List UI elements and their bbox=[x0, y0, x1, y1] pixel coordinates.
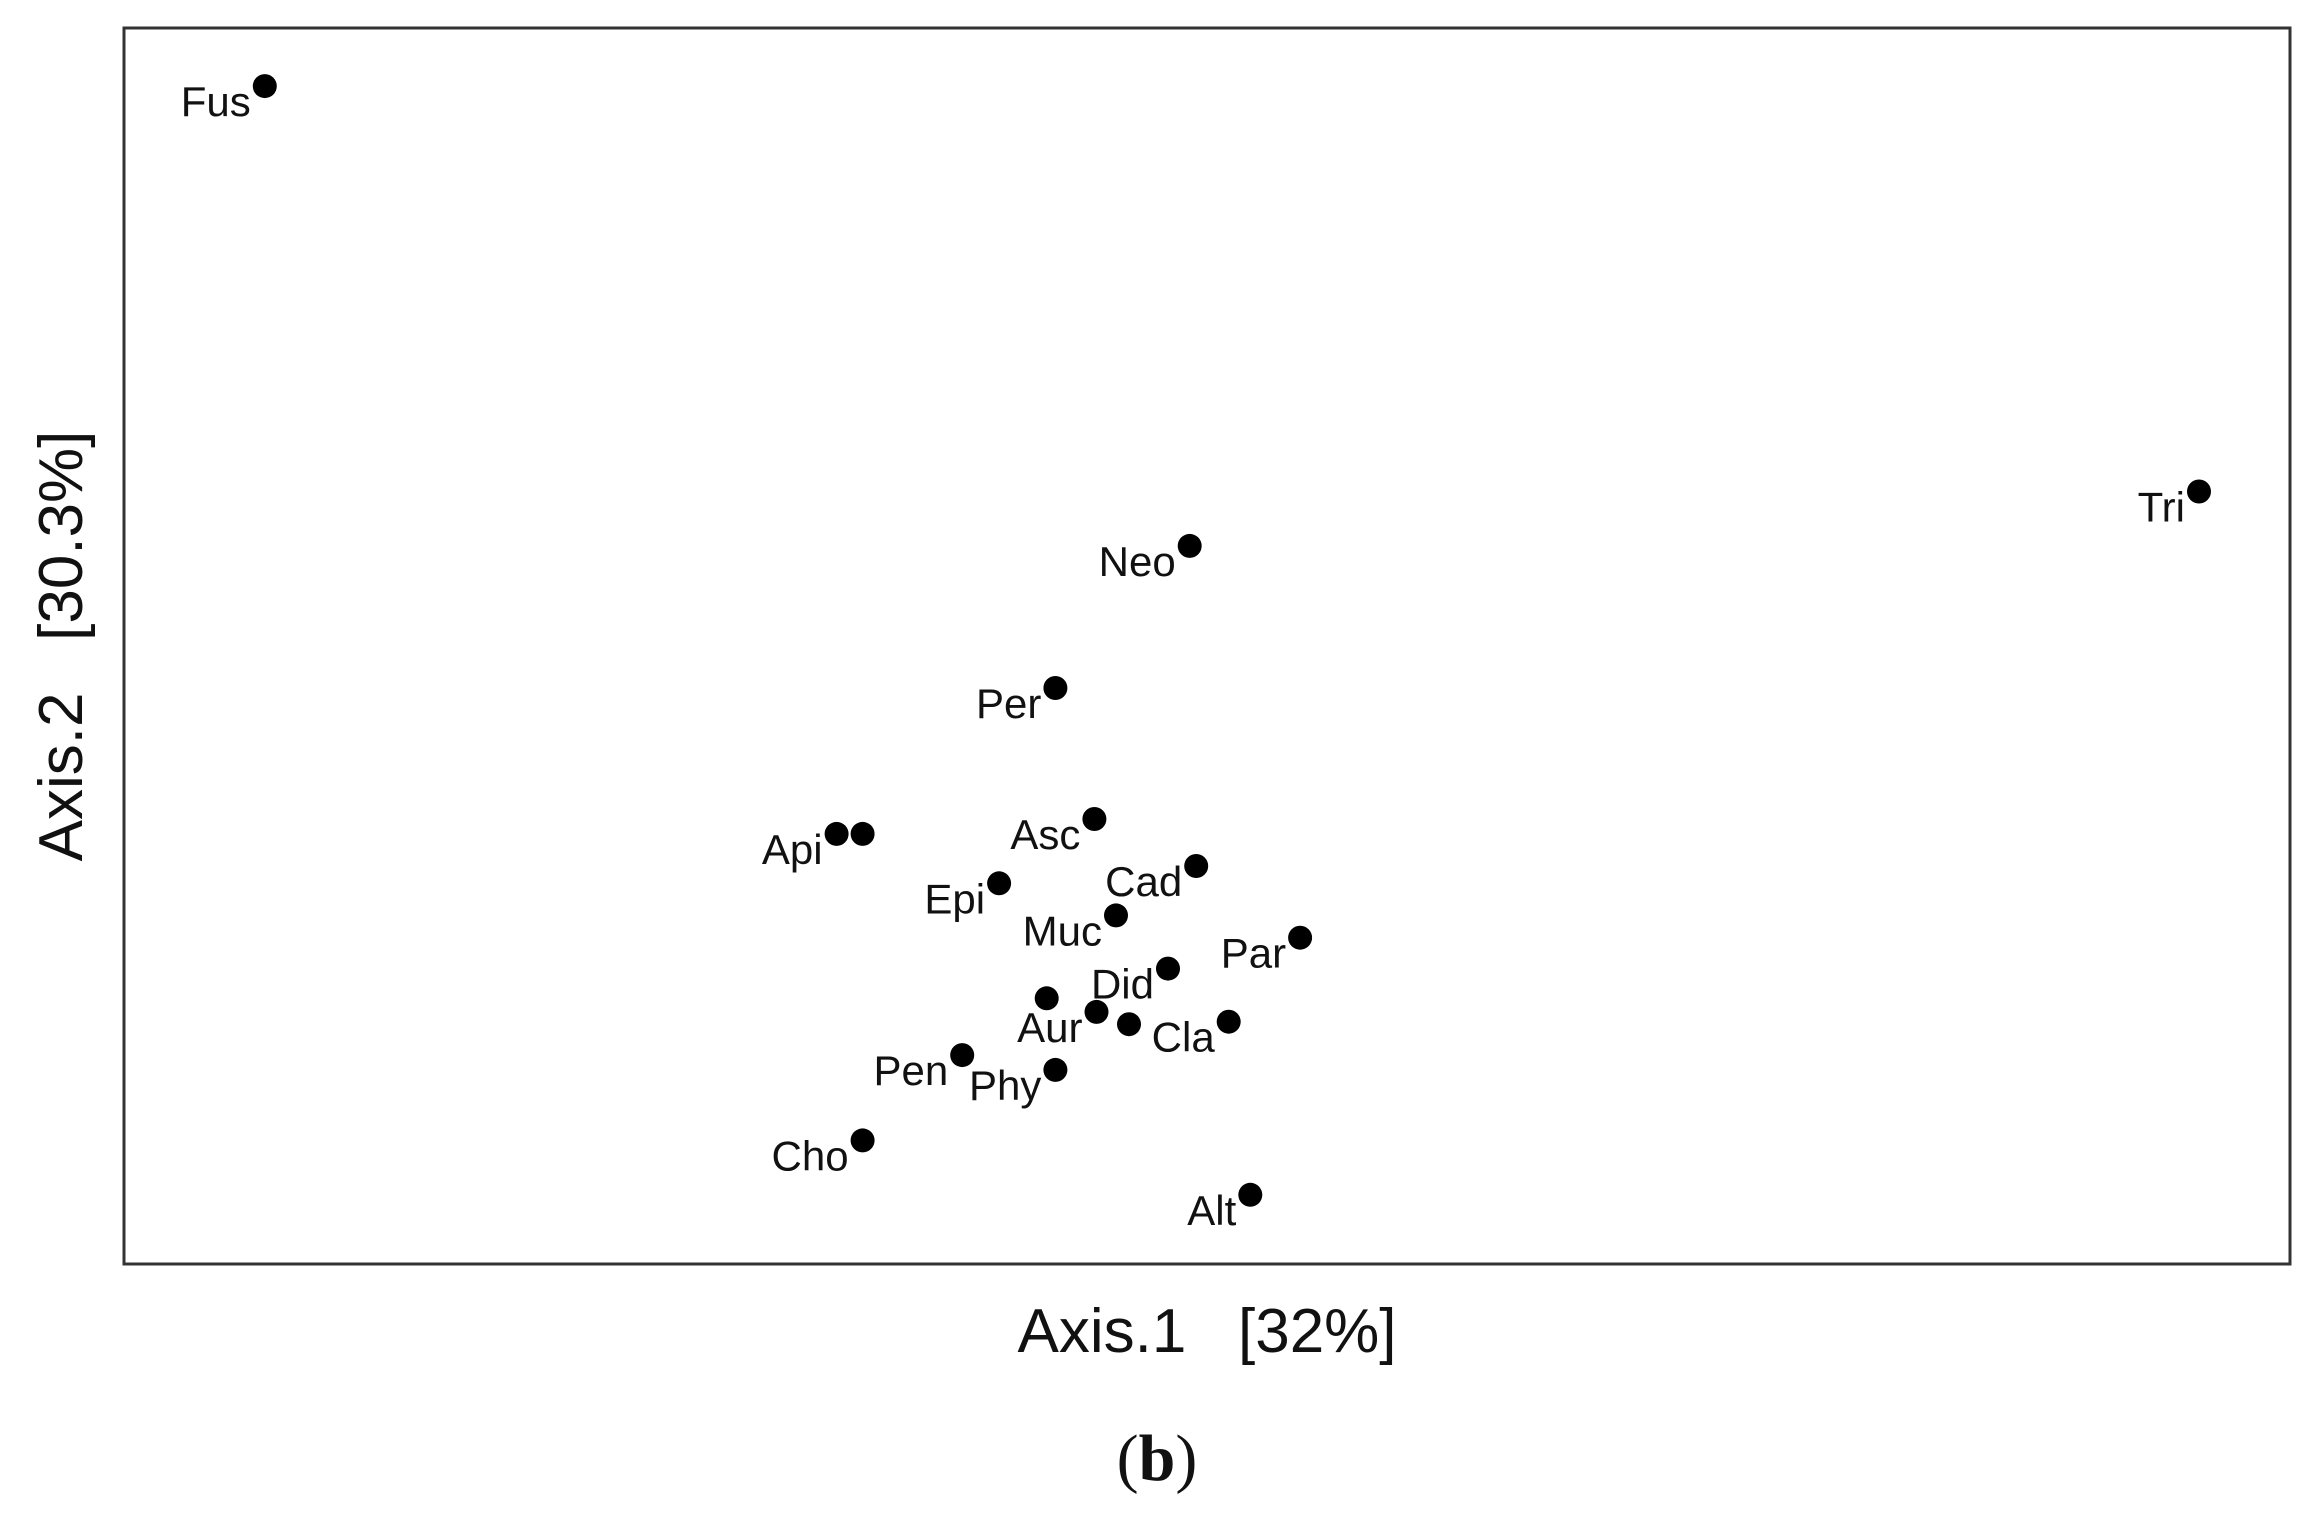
point-label-alt: Alt bbox=[1187, 1187, 1236, 1234]
point-label-neo: Neo bbox=[1099, 538, 1176, 585]
scatter-point-alt bbox=[1238, 1182, 1263, 1207]
scatter-point-pen bbox=[950, 1043, 975, 1068]
scatter-point-per bbox=[1043, 676, 1068, 700]
panel-label: (b) bbox=[1117, 1422, 1198, 1495]
point-label-muc: Muc bbox=[1023, 907, 1102, 954]
scatter-point-12 bbox=[1034, 986, 1059, 1011]
x-axis-title: Axis.1 [32%] bbox=[1017, 1297, 1396, 1366]
scatter-point-phy bbox=[1043, 1057, 1068, 1082]
point-label-epi: Epi bbox=[924, 875, 985, 922]
panel-label-close: ) bbox=[1175, 1422, 1197, 1495]
scatter-point-asc bbox=[1082, 807, 1107, 831]
scatter-point-epi bbox=[987, 871, 1012, 896]
panel-label-open: ( bbox=[1117, 1422, 1139, 1495]
scatter-point-cho bbox=[850, 1128, 875, 1153]
point-label-phy: Phy bbox=[969, 1062, 1041, 1109]
point-label-cad: Cad bbox=[1105, 858, 1182, 905]
point-label-asc: Asc bbox=[1010, 811, 1080, 858]
point-label-api: Api bbox=[762, 826, 823, 873]
scatter-point-neo bbox=[1177, 533, 1202, 558]
scatter-point-did bbox=[1156, 956, 1180, 981]
point-label-aur: Aur bbox=[1017, 1004, 1082, 1051]
scatter-point-tri bbox=[2187, 479, 2211, 504]
scatter-point-api bbox=[824, 821, 849, 846]
point-label-fus: Fus bbox=[181, 78, 251, 125]
scatter-point-muc bbox=[1104, 903, 1128, 928]
scatter-point-fus bbox=[252, 74, 277, 99]
panel-label-letter: b bbox=[1139, 1422, 1176, 1495]
plot-frame bbox=[122, 26, 2292, 1266]
scatter-point-6 bbox=[850, 821, 875, 846]
point-label-tri: Tri bbox=[2138, 484, 2185, 531]
scatter-point-par bbox=[1288, 925, 1313, 950]
point-label-pen: Pen bbox=[873, 1047, 948, 1094]
scatter-point-14 bbox=[1117, 1012, 1141, 1037]
point-label-per: Per bbox=[976, 680, 1041, 727]
scatter-point-aur bbox=[1084, 999, 1109, 1024]
point-label-cho: Cho bbox=[772, 1132, 849, 1179]
y-axis-title: Axis.2 [30.3%] bbox=[27, 431, 96, 862]
scatter-point-cad bbox=[1184, 854, 1209, 878]
scatter-point-cla bbox=[1216, 1009, 1241, 1034]
point-label-cla: Cla bbox=[1152, 1014, 1216, 1061]
point-label-par: Par bbox=[1221, 930, 1286, 977]
point-label-did: Did bbox=[1091, 961, 1154, 1008]
points-layer bbox=[252, 74, 2211, 1207]
